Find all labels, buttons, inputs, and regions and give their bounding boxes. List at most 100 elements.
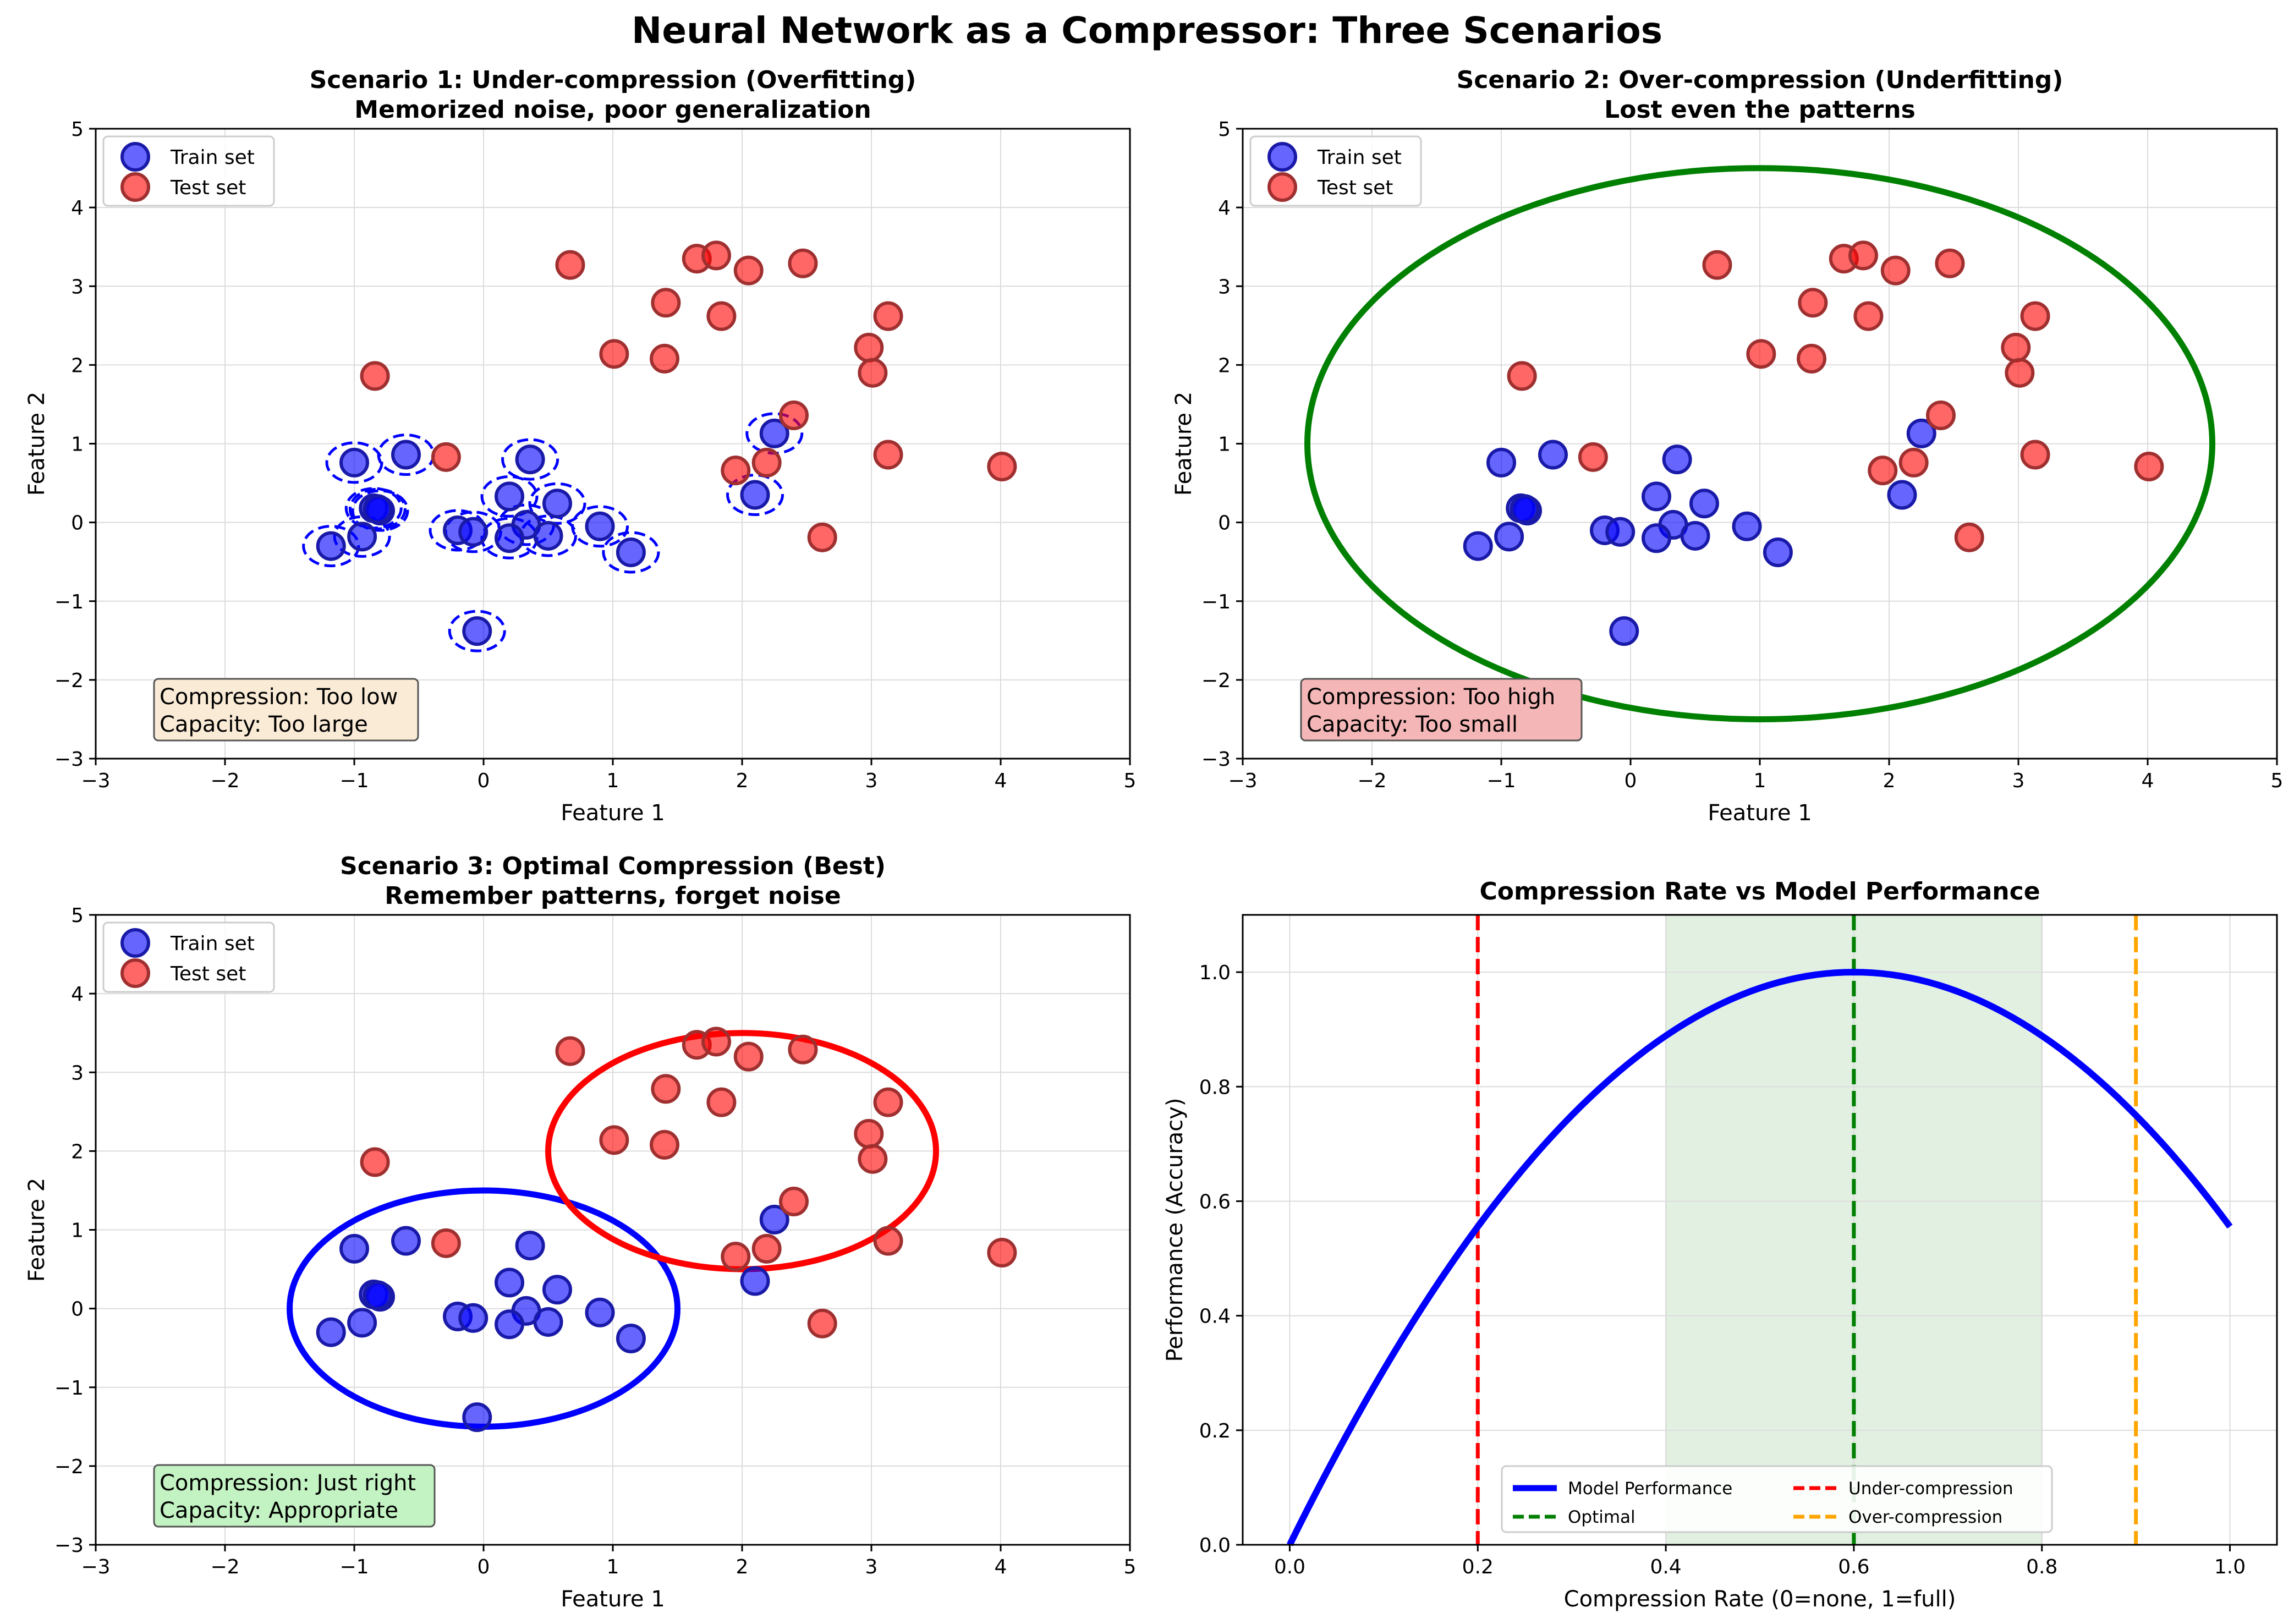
train-point (458, 517, 489, 547)
legend-label: Over-compression (1848, 1507, 2002, 1527)
y-tick-label: 0.2 (1199, 1420, 1231, 1442)
train-point (759, 418, 789, 448)
legend-train-marker (1267, 142, 1297, 172)
y-tick-label: 0 (71, 512, 84, 535)
y-axis-label: Feature 2 (1171, 392, 1197, 496)
x-tick-label: 1 (607, 770, 619, 792)
y-tick-label: 4 (1218, 197, 1231, 220)
legend-test-label: Test set (1317, 177, 1393, 199)
train-point (1689, 489, 1719, 519)
x-tick-label: 0 (478, 770, 490, 792)
legend-box (1501, 1465, 2053, 1533)
test-point (873, 1226, 903, 1256)
train-point (462, 1402, 492, 1433)
train-point (1763, 537, 1793, 568)
x-axis-label: Compression Rate (0=none, 1=full) (1564, 1587, 1956, 1612)
train-point (1662, 445, 1692, 475)
test-point (2134, 452, 2164, 482)
y-tick-label: −1 (54, 1377, 84, 1400)
test-point (1898, 447, 1929, 478)
test-point (788, 1034, 818, 1065)
x-tick-label: 0.2 (1462, 1556, 1494, 1578)
y-tick-label: −3 (1201, 748, 1231, 771)
test-point (431, 442, 461, 472)
test-point (733, 255, 764, 286)
test-point (873, 440, 903, 470)
test-point (807, 522, 837, 552)
test-point (721, 1242, 751, 1272)
test-point (807, 1308, 837, 1338)
train-point (585, 1297, 615, 1327)
train-point (1605, 517, 1636, 547)
y-tick-label: 5 (1218, 118, 1231, 141)
memorized-boundary (348, 487, 407, 530)
train-point (533, 1307, 563, 1337)
y-tick-label: −2 (1201, 670, 1231, 692)
train-point (347, 1308, 377, 1338)
y-axis-label: Feature 2 (24, 392, 50, 496)
x-tick-label: 2 (736, 1556, 749, 1578)
test-point (1797, 343, 1826, 374)
train-point (533, 520, 563, 551)
train-point (495, 523, 524, 553)
panel-subtitle: Remember patterns, forget noise (385, 882, 841, 910)
y-tick-label: −1 (54, 591, 84, 613)
y-tick-label: −2 (54, 670, 84, 692)
test-point (1853, 301, 1884, 331)
x-tick-label: −1 (1486, 770, 1516, 792)
train-point (1642, 481, 1671, 512)
panel-subtitle: Lost even the patterns (1604, 96, 1916, 124)
train-point (616, 537, 646, 568)
test-point (706, 1087, 737, 1117)
y-tick-label: 0 (1218, 512, 1231, 535)
x-tick-label: 4 (2142, 770, 2154, 792)
y-tick-label: 2 (1218, 354, 1231, 377)
y-tick-label: −3 (54, 748, 84, 771)
x-tick-label: 3 (865, 1556, 878, 1578)
test-point (599, 1125, 629, 1155)
test-point (1702, 250, 1732, 280)
legend-train-marker (120, 142, 150, 172)
y-tick-label: −3 (54, 1534, 84, 1557)
memorized-boundary (602, 531, 660, 574)
train-point (1538, 440, 1568, 470)
y-tick-label: 0.4 (1199, 1305, 1231, 1328)
plot-frame (1242, 914, 2278, 1546)
test-point (1746, 339, 1776, 369)
annotation-capacity: Capacity: Appropriate (160, 1498, 398, 1523)
panel-title: Scenario 3: Optimal Compression (Best) (340, 852, 886, 880)
test-point (706, 301, 737, 331)
x-tick-label: −1 (339, 770, 369, 792)
y-tick-label: 2 (71, 354, 84, 377)
test-point (1798, 288, 1828, 318)
train-point (740, 1266, 770, 1296)
x-tick-label: 0 (478, 1556, 490, 1578)
annotation-compression: Compression: Too high (1307, 684, 1555, 710)
x-tick-label: 0.6 (1838, 1556, 1869, 1578)
test-point (651, 1074, 681, 1104)
x-tick-label: −3 (81, 1556, 110, 1578)
test-point (555, 250, 585, 280)
test-point (650, 1129, 679, 1160)
y-tick-label: 1 (71, 434, 84, 456)
test-point (854, 1118, 884, 1149)
x-tick-label: −2 (210, 1556, 239, 1578)
x-axis-label: Feature 1 (1708, 800, 1812, 826)
train-point (316, 531, 346, 561)
x-tick-label: 4 (995, 770, 1007, 792)
test-point (599, 339, 629, 369)
train-point (462, 616, 492, 646)
x-tick-label: 5 (1124, 770, 1137, 792)
train-point (495, 481, 524, 512)
x-tick-label: −2 (210, 770, 239, 792)
memorized-boundary (448, 610, 506, 652)
x-tick-label: 1.0 (2214, 1556, 2246, 1578)
train-point (759, 1204, 789, 1235)
panel-s3: −3 −2 −1 0 1 2 3 4 5 −3 −2 −1 0 1 2 3 4 5 Feature 1 Feature… (24, 852, 1136, 1612)
train-point (339, 447, 369, 478)
y-axis-label: Performance (Accuracy) (1162, 1098, 1188, 1362)
x-axis-label: Feature 1 (561, 1587, 665, 1612)
train-point (542, 1275, 572, 1305)
legend-label: Model Performance (1568, 1479, 1732, 1499)
